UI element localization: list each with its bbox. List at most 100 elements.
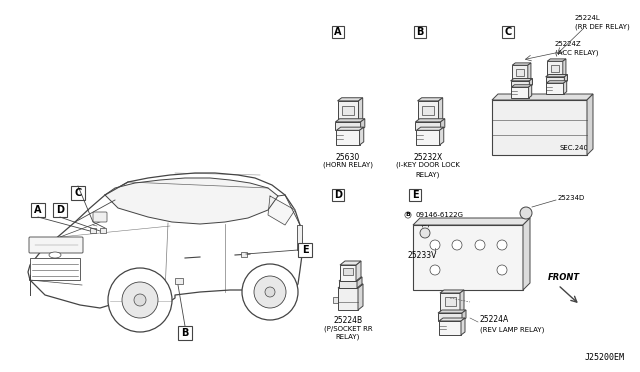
Polygon shape xyxy=(28,173,302,308)
Polygon shape xyxy=(460,290,464,313)
Polygon shape xyxy=(417,98,443,101)
Text: E: E xyxy=(301,245,308,255)
Polygon shape xyxy=(335,122,360,130)
Circle shape xyxy=(265,287,275,297)
Text: B: B xyxy=(406,212,410,218)
Text: (ACC RELAY): (ACC RELAY) xyxy=(555,50,598,56)
Polygon shape xyxy=(360,119,365,130)
Text: (RR DEF RELAY): (RR DEF RELAY) xyxy=(575,24,630,30)
Polygon shape xyxy=(587,94,593,155)
Polygon shape xyxy=(357,277,362,288)
Bar xyxy=(31,203,45,217)
Circle shape xyxy=(242,264,298,320)
Polygon shape xyxy=(438,98,443,122)
Bar xyxy=(343,268,353,275)
Polygon shape xyxy=(547,83,564,94)
Text: J25200EM: J25200EM xyxy=(585,353,625,362)
Text: D: D xyxy=(56,205,64,215)
Circle shape xyxy=(475,240,485,250)
Bar xyxy=(178,326,192,340)
Text: (P/SOCKET RR: (P/SOCKET RR xyxy=(324,325,372,331)
Polygon shape xyxy=(415,122,440,130)
Text: B: B xyxy=(416,27,424,37)
Polygon shape xyxy=(512,63,531,65)
Bar xyxy=(414,26,426,38)
FancyBboxPatch shape xyxy=(93,212,107,222)
Polygon shape xyxy=(563,59,566,77)
Polygon shape xyxy=(337,98,363,101)
Bar xyxy=(516,69,524,76)
Circle shape xyxy=(108,268,172,332)
Text: B: B xyxy=(181,328,189,338)
Polygon shape xyxy=(333,297,338,303)
Circle shape xyxy=(134,294,146,306)
Polygon shape xyxy=(492,94,593,100)
Bar xyxy=(90,228,96,233)
Polygon shape xyxy=(360,127,364,145)
Polygon shape xyxy=(340,265,356,281)
Text: RELAY): RELAY) xyxy=(336,334,360,340)
Polygon shape xyxy=(415,119,445,122)
Polygon shape xyxy=(417,127,444,130)
Bar xyxy=(241,252,247,257)
Polygon shape xyxy=(546,77,564,83)
Circle shape xyxy=(254,276,286,308)
Text: 25224L: 25224L xyxy=(575,15,601,21)
Polygon shape xyxy=(337,101,358,122)
Bar xyxy=(297,225,302,250)
Polygon shape xyxy=(337,130,360,145)
Circle shape xyxy=(430,265,440,275)
Polygon shape xyxy=(529,85,532,98)
Polygon shape xyxy=(356,261,361,281)
Text: (REV LAMP RELAY): (REV LAMP RELAY) xyxy=(480,327,545,333)
Text: 09146-6122G: 09146-6122G xyxy=(415,212,463,218)
Polygon shape xyxy=(564,74,568,83)
Bar xyxy=(502,26,514,38)
Polygon shape xyxy=(440,119,445,130)
Polygon shape xyxy=(268,196,295,225)
Ellipse shape xyxy=(49,252,61,258)
Polygon shape xyxy=(338,288,358,310)
Polygon shape xyxy=(528,63,531,81)
Bar xyxy=(332,189,344,201)
Bar xyxy=(30,258,80,280)
Polygon shape xyxy=(358,98,363,122)
Polygon shape xyxy=(547,81,566,83)
Circle shape xyxy=(452,240,462,250)
Polygon shape xyxy=(440,290,464,293)
Bar xyxy=(422,106,434,115)
Circle shape xyxy=(420,228,430,238)
Bar xyxy=(342,106,354,115)
Polygon shape xyxy=(511,87,529,98)
Text: A: A xyxy=(334,27,342,37)
Text: 25234D: 25234D xyxy=(558,195,585,201)
Polygon shape xyxy=(529,78,532,87)
Polygon shape xyxy=(461,318,465,335)
Polygon shape xyxy=(417,101,438,122)
Polygon shape xyxy=(511,85,532,87)
Circle shape xyxy=(497,240,507,250)
Text: E: E xyxy=(412,190,419,200)
Polygon shape xyxy=(547,59,566,61)
Text: C: C xyxy=(74,188,82,198)
Text: RELAY): RELAY) xyxy=(416,171,440,177)
Polygon shape xyxy=(523,218,530,290)
Text: FRONT: FRONT xyxy=(548,273,580,282)
Polygon shape xyxy=(511,81,529,87)
Text: (HORN RELAY): (HORN RELAY) xyxy=(323,162,373,169)
Polygon shape xyxy=(339,281,357,288)
Bar xyxy=(332,26,344,38)
Circle shape xyxy=(497,265,507,275)
Polygon shape xyxy=(105,178,278,224)
Circle shape xyxy=(430,240,440,250)
FancyBboxPatch shape xyxy=(413,225,523,290)
Polygon shape xyxy=(417,130,440,145)
Bar xyxy=(409,189,421,201)
Polygon shape xyxy=(335,119,365,122)
Polygon shape xyxy=(438,310,466,313)
Bar xyxy=(71,186,85,200)
Bar xyxy=(550,65,559,72)
Polygon shape xyxy=(440,293,460,313)
Polygon shape xyxy=(511,78,532,81)
Polygon shape xyxy=(462,310,466,321)
